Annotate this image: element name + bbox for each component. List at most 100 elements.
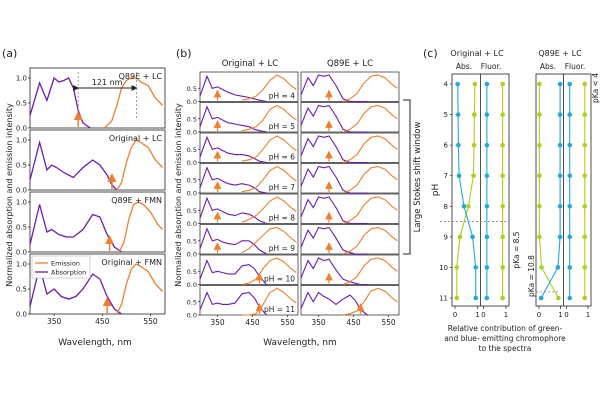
panel-b-frame — [300, 102, 400, 133]
panel-b-absorption-line — [300, 226, 368, 255]
stokes-bracket — [403, 99, 411, 255]
panel-b-ytick-label: 0.5 — [187, 115, 197, 123]
panel-b-ytick-label: 0.0 — [187, 312, 197, 320]
panel-c-green-point — [537, 112, 542, 117]
panel-b-absorption-line — [300, 135, 368, 164]
panel-b-ytick-label: 0.5 — [187, 237, 197, 245]
panel-b-xtick-label: 550 — [381, 318, 396, 327]
panel-b-absorption-line — [199, 227, 267, 255]
panel-b-frame — [199, 132, 299, 163]
panel-b-emission-line — [342, 135, 398, 164]
panel-b-ytick-label: 0.5 — [187, 176, 197, 184]
panel-c-blue-point — [567, 295, 573, 301]
panel-c-ylabel: pH — [431, 184, 441, 196]
panel-c-green-point — [500, 173, 505, 179]
panel-b-xtick-label: 350 — [210, 318, 225, 327]
panel-c-green-point — [582, 234, 588, 240]
panel-a-ylabel: Normalized absorption and emission inten… — [5, 103, 14, 287]
panel-c-blue-point — [555, 265, 561, 270]
panel-a-ytick-label: 0.5 — [16, 100, 27, 108]
panel-a-ytick-label: 0.5 — [16, 224, 27, 232]
panel-b-ytick-label: 0.5 — [187, 298, 197, 306]
panel-c-blue-point — [557, 142, 563, 148]
panel-a-series-emission — [118, 201, 164, 253]
panel-c-blue-point — [473, 295, 479, 301]
panel-b-ph-label: pH = 4 — [269, 92, 295, 101]
panel-c-col-title-q89e: Q89E + LC — [538, 49, 582, 58]
panel-c-blue-point — [567, 173, 573, 179]
panel-b-absorption-line — [199, 74, 267, 103]
panel-b-emission-line — [342, 74, 398, 103]
panel-c-green-point — [582, 203, 588, 209]
panel-c-green-point — [582, 173, 588, 179]
panel-c-green-point — [471, 142, 477, 148]
panel-c-ytick-label: 6 — [444, 142, 449, 150]
panel-c-ytick-label: 8 — [444, 203, 448, 211]
panel-b-frame — [300, 193, 400, 224]
panel-b-frame — [300, 254, 400, 285]
panel-c-blue-point — [567, 265, 573, 270]
panel-c-xlabel-line-3: to the spectra — [479, 344, 532, 353]
panel-c-green-point — [539, 265, 544, 270]
panel-c-ytick-label: 9 — [444, 233, 448, 241]
panel-b-ph-label: pH = 9 — [269, 244, 295, 253]
panel-a-ytick-label: 1.0 — [16, 199, 27, 207]
panel-a-xlabel: Wavelength, nm — [58, 338, 132, 348]
panel-c-green-line — [538, 84, 559, 299]
pka-label-original: pKa = 8.5 — [512, 231, 521, 268]
panel-b-col-title-q89e: Q89E + LC — [327, 59, 373, 69]
panel-c-green-point — [582, 112, 588, 117]
panel-c-blue-point — [567, 142, 573, 148]
panel-b-emission-line — [342, 287, 398, 316]
panel-b-ytick-label: 0.0 — [187, 98, 197, 106]
panel-c-subtitle-3: Abs. — [540, 62, 556, 71]
panel-c-blue-point — [484, 142, 490, 148]
panel-c-green-point — [582, 295, 588, 301]
panel-label-c: (c) — [423, 47, 438, 60]
panel-c-green-point — [582, 142, 588, 148]
panel-a-ytick-label: 0.0 — [16, 125, 27, 133]
panel-c-blue-point — [484, 173, 490, 179]
panel-b-emission-line — [241, 135, 297, 162]
panel-c-subtitle-1: Abs. — [456, 62, 472, 71]
panel-b-emission-line — [241, 74, 297, 101]
panel-c-ytick-label: 4 — [444, 81, 449, 89]
panel-a-ytick-label: 0.0 — [16, 249, 27, 257]
panel-a-series-emission — [104, 77, 164, 129]
panel-b-emission-line — [241, 165, 297, 193]
panel-b-absorption-line — [300, 104, 368, 133]
panel-b-absorption-line — [300, 196, 368, 225]
panel-c-green-point — [537, 173, 542, 179]
panel-c-blue-point — [484, 234, 490, 240]
panel-c-blue-point — [538, 295, 544, 301]
panel-b-ytick-label: 0.0 — [187, 190, 197, 198]
panel-b-ph-label: pH = 10 — [264, 275, 295, 284]
panel-a-frame — [29, 129, 166, 191]
panel-b-ytick-label: 0.0 — [187, 251, 197, 259]
panel-b-absorption-line — [199, 105, 267, 133]
panel-c-blue-point — [567, 203, 573, 209]
panel-c-green-point — [537, 142, 542, 148]
panel-b-absorption-line — [199, 196, 267, 225]
panel-a-series-absorption — [29, 204, 122, 253]
panel-c-green-point — [454, 295, 460, 301]
panel-c-ytick-label: 10 — [439, 264, 448, 272]
panel-a-ytick-label: 0.0 — [16, 187, 27, 195]
panel-c-blue-point — [567, 112, 573, 117]
panel-c-subtitle-2: Fluor. — [481, 62, 502, 71]
panel-b-ph-label: pH = 8 — [269, 214, 295, 223]
panel-c-blue-point — [456, 173, 462, 179]
panel-c-xtick-label: 1 — [558, 311, 562, 319]
panel-a-series-emission — [116, 263, 164, 315]
panel-a-subplot-title: Original + FMN — [101, 258, 162, 267]
panel-b-frame — [199, 163, 299, 194]
panel-c-xlabel-line-1: Relative contribution of green- — [448, 324, 563, 333]
panel-b-absorption-line — [199, 259, 267, 285]
panel-c-green-point — [582, 265, 588, 270]
panel-a-series-emission — [116, 139, 164, 191]
panel-c-xlabel-line-2: and blue- emitting chromophore — [444, 334, 566, 343]
panel-c-green-point — [500, 203, 505, 209]
panel-b-emission-line — [342, 257, 398, 286]
panel-c-xtick-label: 1 — [504, 311, 508, 319]
